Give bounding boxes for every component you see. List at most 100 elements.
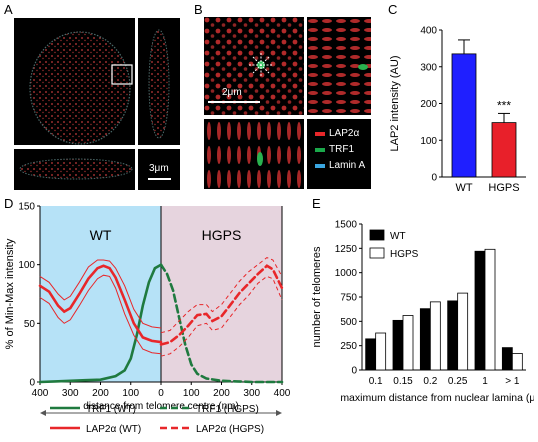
y-tick-label-e: 750: [340, 293, 357, 304]
x-axis-label-e: maximum distance from nuclear lamina (μm…: [340, 392, 534, 404]
ci-lower-d: [39, 274, 162, 355]
bar-c: [451, 53, 477, 178]
y-tick-label-c: 300: [420, 62, 437, 73]
y-tick-label-d: 150: [18, 202, 35, 213]
bar-e: [402, 315, 414, 371]
bar-e: [365, 338, 377, 371]
bar-e: [511, 353, 523, 371]
channel-legend-box: LAP2α TRF1 Lamin A: [307, 119, 371, 189]
y-axis-label-d: % of Min-Max intensity: [4, 238, 16, 349]
x-tick-label-d: 200: [92, 388, 109, 399]
hgps-region: [161, 206, 282, 382]
bar-e: [501, 347, 513, 371]
x-tick-label-e: 1: [482, 376, 488, 387]
scalebar-b-label: 2μm: [222, 87, 242, 98]
x-tick-label-d: 400: [274, 388, 291, 399]
x-tick-label-d: 100: [183, 388, 200, 399]
chart-e: 0 250 500 750 1000 1250 1500 number of telomere…: [311, 220, 534, 405]
bar-e: [447, 300, 459, 371]
bar-e: [484, 248, 496, 371]
y-tick-label-e: 1250: [335, 244, 358, 255]
telomere-xz-image: [204, 119, 304, 189]
x-tick-label-e: 0.25: [448, 376, 468, 387]
nucleus-yz-image: [138, 18, 180, 145]
y-axis-label-c: LAP2 intensity (AU): [389, 56, 401, 152]
x-tick-label-d: 300: [243, 388, 260, 399]
legend-lamina-label: Lamin A: [329, 160, 366, 171]
legend-label-e: HGPS: [390, 249, 419, 260]
ci-lower-d: [160, 275, 283, 357]
bar-e: [392, 319, 404, 371]
nucleus-xy-image: [14, 18, 135, 145]
x-axis-label-d: distance from telomere centre (nm): [83, 401, 239, 412]
legend-trf1-label: TRF1: [329, 144, 354, 155]
y-tick-label-e: 250: [340, 341, 357, 352]
y-tick-label-e: 0: [351, 366, 357, 377]
roi-box: [111, 64, 133, 85]
legend-swatch-e: [369, 247, 385, 259]
y-tick-label-e: 1000: [335, 268, 358, 279]
y-tick-label-e: 500: [340, 317, 357, 328]
series-line-d: [38, 264, 163, 344]
panel-label-e: E: [312, 196, 321, 211]
bar-e: [375, 332, 387, 371]
scalebar-a-label: 3μm: [149, 163, 169, 174]
y-tick-label-e: 1500: [335, 220, 358, 231]
x-tick-label-e: > 1: [505, 376, 520, 387]
y-tick-label-c: 100: [420, 136, 437, 147]
y-tick-label-d: 100: [18, 260, 35, 271]
telomere-yz-image: [307, 17, 371, 115]
y-tick-label-d: 0: [29, 378, 35, 389]
x-tick-label-d: 100: [122, 388, 139, 399]
nucleus-xz-image: [14, 149, 135, 190]
legend-lap2a-label: LAP2α: [329, 128, 360, 139]
series-line-d: [159, 263, 284, 384]
telomere-xy-image: 2μm: [204, 17, 304, 115]
bar-e: [457, 292, 469, 371]
scalebar-a: [148, 178, 171, 180]
legend-label-d: TRF1 (HGPS): [196, 404, 259, 415]
chart-d: WT HGPS 0 50 100 150 % of Min-Max intensity 400…: [4, 202, 291, 436]
panel-label-a: A: [4, 2, 13, 17]
arrow-head-left-d: [40, 410, 46, 416]
legend-swatch-e: [369, 229, 385, 241]
legend-lamina-swatch: [315, 164, 325, 168]
x-tick-label-e: 0.15: [393, 376, 413, 387]
bar-e: [474, 250, 486, 371]
significance-c: ***: [497, 98, 511, 112]
y-tick-label-d: 50: [24, 319, 36, 330]
legend-label-d: LAP2α (HGPS): [196, 424, 264, 435]
y-tick-label-c: 0: [431, 173, 437, 184]
region-label-hgps: HGPS: [202, 227, 242, 243]
panel-label-d: D: [4, 196, 14, 211]
panel-label-c: C: [388, 2, 398, 17]
series-line-d: [38, 263, 163, 384]
arrow-head-right-d: [276, 410, 282, 416]
x-tick-label-d: 400: [32, 388, 49, 399]
chart-c: 0 100 200 300 400 LAP2 intensity (AU) WT HGPS **…: [389, 26, 526, 194]
legend-lap2a-swatch: [315, 132, 325, 136]
legend-trf1-swatch: [315, 148, 325, 152]
x-tick-label-e: 0.1: [369, 376, 383, 387]
bar-c: [491, 122, 517, 178]
legend-label-d: TRF1 (WT): [86, 404, 136, 415]
y-tick-label-c: 200: [420, 99, 437, 110]
x-tick-label-c: WT: [455, 182, 472, 194]
scalebar-box-a: 3μm: [138, 149, 180, 190]
x-tick-label-d: 200: [213, 388, 230, 399]
bar-e: [429, 301, 441, 371]
y-axis-label-e: number of telomeres: [311, 246, 323, 347]
y-tick-label-c: 400: [420, 26, 437, 37]
x-tick-label-c: HGPS: [488, 182, 519, 194]
panel-label-b: B: [194, 2, 203, 17]
wt-region: [40, 206, 161, 382]
bar-e: [419, 308, 431, 371]
region-label-wt: WT: [90, 227, 112, 243]
legend-label-d: LAP2α (WT): [86, 424, 141, 435]
x-tick-label-d: 0: [158, 388, 164, 399]
x-tick-label-d: 300: [62, 388, 79, 399]
ci-upper-d: [39, 259, 162, 329]
legend-label-e: WT: [390, 231, 406, 242]
series-line-d: [159, 264, 284, 346]
x-tick-label-e: 0.2: [423, 376, 437, 387]
